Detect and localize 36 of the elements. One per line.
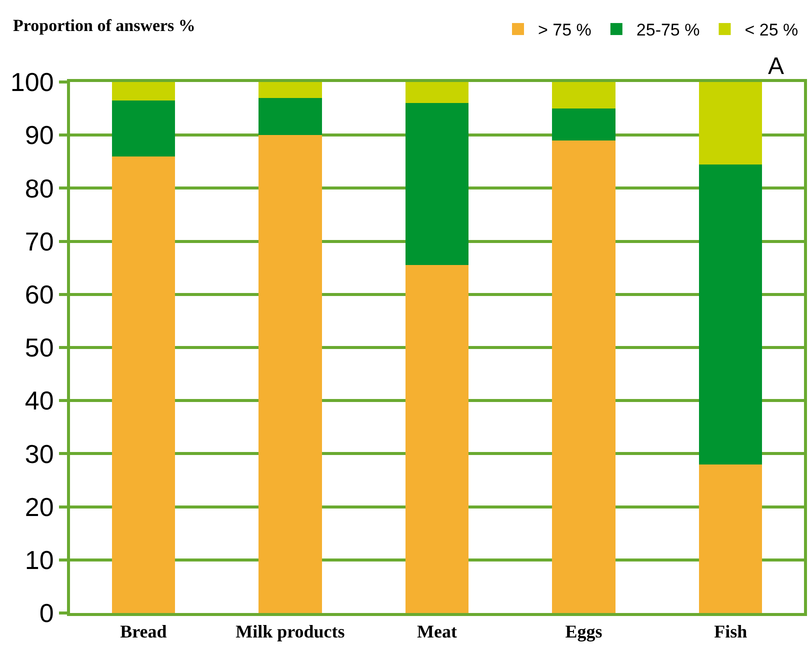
bar xyxy=(258,98,322,136)
x-tick-label: Meat xyxy=(417,622,457,642)
y-tick-label: 0 xyxy=(39,598,54,628)
y-tick-label: 90 xyxy=(24,120,54,150)
bar xyxy=(258,135,322,613)
y-tick-label: 40 xyxy=(24,386,54,416)
x-tick-label: Fish xyxy=(714,622,748,642)
y-tick-label: 70 xyxy=(24,226,54,256)
bar xyxy=(552,140,616,613)
bar xyxy=(552,108,616,140)
bar xyxy=(699,464,762,613)
y-tick-label: 60 xyxy=(24,280,54,310)
bar xyxy=(112,82,175,101)
legend-label: < 25 % xyxy=(744,20,798,40)
bar xyxy=(112,100,175,156)
y-tick-label: 30 xyxy=(24,438,54,469)
bar xyxy=(552,82,616,109)
y-tick-label: 10 xyxy=(24,545,54,575)
bar xyxy=(405,265,469,613)
text: A xyxy=(768,53,784,80)
y-tick-label: 20 xyxy=(24,492,54,522)
legend-label: 25-75 % xyxy=(636,20,700,40)
x-tick-label: Eggs xyxy=(565,622,602,642)
x-tick-label: Milk products xyxy=(236,622,345,642)
y-tick-label: 50 xyxy=(24,332,54,363)
y-tick-label: 80 xyxy=(24,173,54,204)
bar xyxy=(699,82,762,164)
legend-label: > 75 % xyxy=(538,20,592,40)
bar xyxy=(699,164,762,464)
y-tick-label: 100 xyxy=(10,67,54,98)
bar xyxy=(405,103,469,266)
bar xyxy=(258,82,322,98)
bar xyxy=(112,156,175,613)
y-axis-title: Proportion of answers % xyxy=(13,16,196,35)
x-tick-label: Bread xyxy=(120,622,167,642)
bar xyxy=(405,82,469,104)
